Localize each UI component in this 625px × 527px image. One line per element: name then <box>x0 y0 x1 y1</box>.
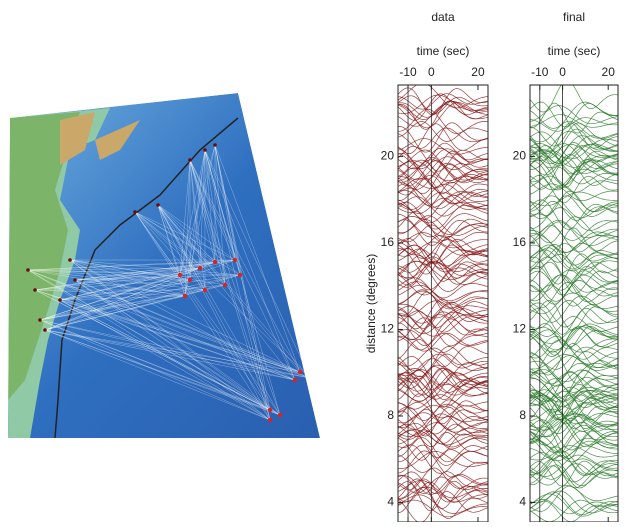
y-tick-label: 20 <box>381 149 395 163</box>
waveform <box>398 339 488 366</box>
x-tick-label: -10 <box>531 65 549 79</box>
x-tick-label: -10 <box>399 65 417 79</box>
source <box>233 258 237 262</box>
y-tick-label: 12 <box>381 322 395 336</box>
panel: final time (sec) -10 0 20 4 8 12 16 20 <box>513 10 618 522</box>
source <box>183 294 187 298</box>
source <box>238 273 242 277</box>
panel-title: final <box>563 10 585 24</box>
source <box>268 418 272 422</box>
x-axis-label: time (sec) <box>417 44 470 58</box>
station <box>203 148 207 152</box>
waveform <box>530 486 618 511</box>
y-tick-label: 16 <box>513 235 527 249</box>
map <box>8 93 320 438</box>
source <box>213 260 217 264</box>
waveform <box>398 220 488 246</box>
station <box>133 210 137 214</box>
waveform <box>398 128 488 148</box>
waveform <box>530 330 618 352</box>
y-axis-label: distance (degrees) <box>364 254 378 353</box>
panel: data time (sec) distance (degrees) -10 0 20 4 8… <box>364 10 488 522</box>
y-tick-label: 8 <box>519 408 526 422</box>
waveform <box>530 222 618 246</box>
station <box>58 298 62 302</box>
waveforms <box>530 80 618 521</box>
waveform <box>530 356 618 374</box>
waveform <box>398 282 488 304</box>
source <box>223 283 227 287</box>
waveform <box>530 208 618 231</box>
station <box>213 143 217 147</box>
y-tick-label: 16 <box>381 235 395 249</box>
station <box>68 258 72 262</box>
waveform <box>398 285 488 301</box>
waveform <box>530 344 618 376</box>
waveform <box>530 395 618 418</box>
station <box>188 158 192 162</box>
waveform <box>530 191 618 215</box>
station <box>156 203 160 207</box>
x-axis-label: time (sec) <box>548 44 601 58</box>
source <box>203 288 207 292</box>
waveform <box>398 301 488 317</box>
source <box>298 370 302 374</box>
source <box>188 278 192 282</box>
waveform <box>530 324 618 350</box>
source <box>308 376 312 380</box>
station <box>43 328 47 332</box>
waveforms <box>398 83 488 522</box>
plot-frame <box>398 85 488 522</box>
y-tick-label: 4 <box>519 495 526 509</box>
waveform <box>398 438 488 462</box>
panels: data time (sec) distance (degrees) -10 0 20 4 8… <box>364 10 618 522</box>
waveform <box>530 491 618 513</box>
station <box>33 288 37 292</box>
waveform <box>398 445 488 474</box>
station <box>38 318 42 322</box>
waveform <box>398 96 488 114</box>
x-tick-label: 0 <box>428 65 435 79</box>
source <box>293 378 297 382</box>
waveform <box>398 487 488 518</box>
station <box>73 278 77 282</box>
x-tick-label: 20 <box>602 65 616 79</box>
source <box>178 273 182 277</box>
panel-title: data <box>431 10 455 24</box>
y-tick-label: 12 <box>513 322 527 336</box>
waveform <box>398 304 488 318</box>
waveform <box>530 254 618 269</box>
waveform <box>530 361 618 382</box>
figure: data time (sec) distance (degrees) -10 0 20 4 8… <box>0 0 625 522</box>
y-tick-label: 4 <box>387 495 394 509</box>
source <box>198 266 202 270</box>
waveform <box>530 103 618 133</box>
y-tick-label: 20 <box>513 149 527 163</box>
y-tick-label: 8 <box>387 408 394 422</box>
station <box>26 268 30 272</box>
source <box>278 413 282 417</box>
x-tick-label: 0 <box>559 65 566 79</box>
x-tick-label: 20 <box>471 65 485 79</box>
source <box>268 408 272 412</box>
